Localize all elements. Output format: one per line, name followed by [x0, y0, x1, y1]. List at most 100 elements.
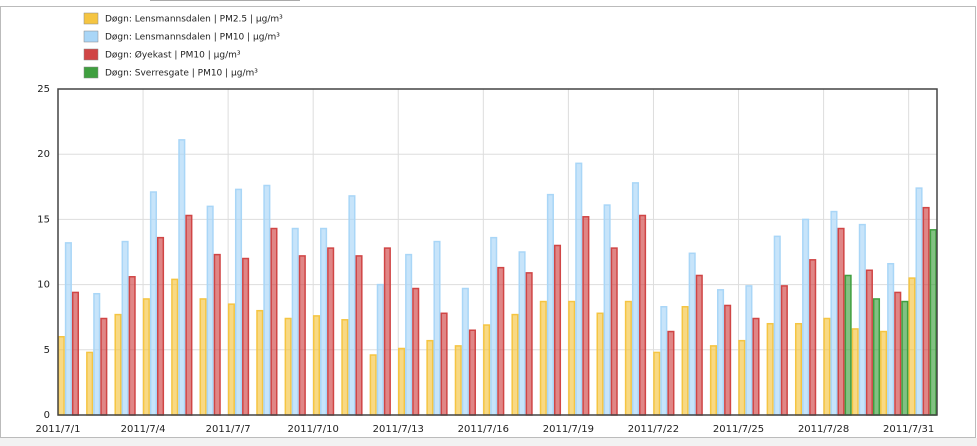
bar [468, 329, 476, 416]
bar [809, 259, 817, 416]
bar [185, 214, 193, 416]
bar [327, 247, 335, 416]
bar [695, 274, 703, 416]
legend-label: Døgn: Lensmannsdalen | PM10 | µg/m³ [105, 33, 280, 43]
bar [724, 304, 732, 416]
x-tick-label: 2011/7/7 [206, 424, 251, 435]
bar [433, 240, 441, 416]
bar [780, 285, 788, 416]
bar [121, 240, 129, 416]
bar [773, 235, 781, 416]
legend-swatch [83, 48, 99, 61]
bar [582, 216, 590, 416]
bar [610, 247, 618, 416]
bar [794, 322, 803, 416]
x-tick-label: 2011/7/31 [883, 424, 934, 435]
y-tick-label: 25 [37, 84, 50, 95]
bar [312, 315, 321, 416]
x-tick-label: 2011/7/28 [798, 424, 849, 435]
y-tick-label: 0 [44, 410, 50, 421]
bar [178, 139, 186, 416]
bar [234, 188, 243, 416]
bar [483, 324, 491, 416]
bar [766, 322, 774, 416]
x-tick-label: 2011/7/25 [713, 424, 764, 435]
bar [752, 317, 760, 416]
bar [546, 193, 554, 416]
bar [880, 330, 888, 416]
bar [376, 283, 384, 416]
bar [71, 291, 80, 416]
bar [298, 255, 306, 416]
bar [709, 345, 718, 416]
bar [908, 277, 916, 416]
bar [355, 255, 363, 416]
x-tick-label: 2011/7/13 [373, 424, 424, 435]
bar [461, 287, 469, 416]
bar [93, 292, 101, 416]
bar [639, 214, 647, 416]
bar [114, 313, 122, 416]
bar [653, 351, 661, 416]
bar [865, 269, 873, 416]
bar [412, 287, 420, 416]
legend-swatch [83, 30, 99, 43]
bar [929, 229, 937, 416]
bar [568, 300, 576, 416]
bar [149, 191, 157, 416]
bar [263, 184, 271, 416]
x-tick-label: 2011/7/10 [288, 424, 339, 435]
bar [802, 218, 810, 416]
bar [405, 253, 413, 416]
bar [596, 312, 604, 416]
bar [525, 272, 533, 416]
bar [64, 242, 72, 416]
bar [291, 227, 299, 416]
bar [497, 266, 505, 416]
x-tick-label: 2011/7/22 [628, 424, 679, 435]
bar [341, 319, 349, 416]
bar [915, 187, 923, 416]
bar [872, 298, 881, 416]
bar [922, 206, 930, 416]
bar [57, 336, 65, 416]
x-tick-label: 2011/7/1 [36, 424, 81, 435]
bar [142, 298, 150, 416]
bar [213, 253, 221, 416]
x-tick-label: 2011/7/16 [458, 424, 509, 435]
y-tick-label: 10 [37, 280, 50, 291]
bar [575, 162, 583, 416]
bar [858, 223, 866, 416]
bar [894, 291, 902, 416]
bar [745, 285, 753, 416]
legend-swatch [83, 66, 99, 79]
bar [539, 300, 547, 416]
bar [844, 274, 852, 416]
bar [369, 354, 377, 416]
bar [901, 300, 909, 416]
bar [738, 339, 746, 416]
bar [667, 330, 675, 416]
bar [681, 306, 689, 416]
bar [156, 236, 165, 416]
bar [553, 244, 562, 416]
bar [624, 300, 632, 416]
bar [851, 328, 859, 416]
bar [830, 210, 838, 416]
bar [490, 236, 498, 416]
bar [660, 306, 668, 416]
bar [518, 251, 526, 416]
bar [206, 205, 214, 416]
bar [717, 289, 725, 416]
bar [887, 262, 895, 416]
legend-swatch [83, 12, 99, 25]
bar [320, 227, 328, 416]
y-tick-label: 15 [37, 214, 50, 225]
bar [256, 309, 264, 416]
legend: Døgn: Lensmannsdalen | PM2.5 | µg/m³ Døgn… [83, 12, 283, 79]
bar [383, 247, 391, 416]
bar [823, 317, 831, 416]
bar [426, 339, 434, 416]
bar [199, 298, 207, 416]
